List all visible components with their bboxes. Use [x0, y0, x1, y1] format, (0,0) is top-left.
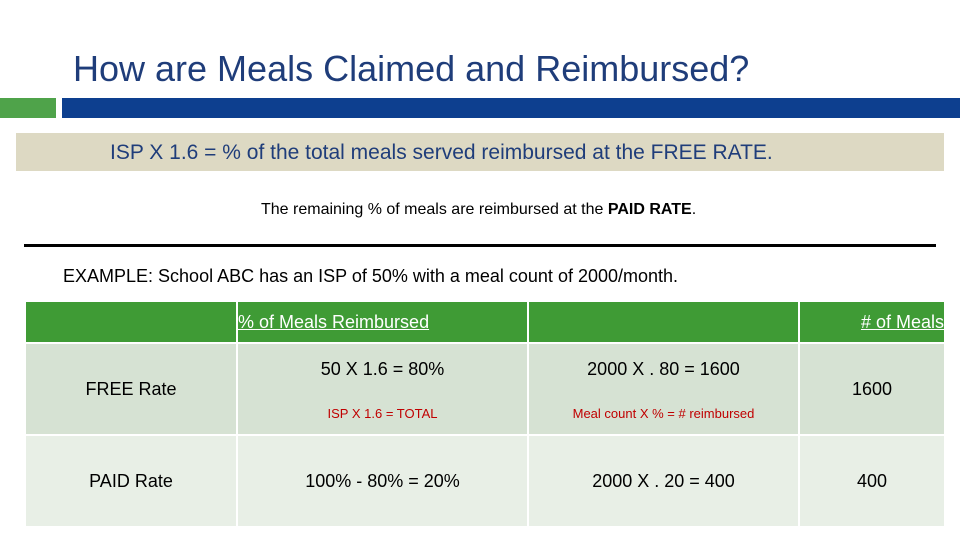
paid-calc-main: 2000 X . 20 = 400	[592, 470, 735, 491]
slide-title: How are Meals Claimed and Reimbursed?	[73, 48, 750, 89]
row-label-paid: PAID Rate	[24, 434, 238, 528]
header-num-meals: # of Meals	[798, 300, 946, 344]
meals-table: % of Meals Reimbursed # of Meals FREE Ra…	[24, 300, 946, 528]
free-meals-cell: 1600	[798, 342, 946, 436]
free-rate-label: FREE Rate	[85, 378, 177, 399]
paid-pct-cell: 100% - 80% = 20%	[236, 434, 529, 528]
paid-meals-value: 400	[856, 470, 888, 491]
accent-bar-green	[0, 98, 56, 118]
table-row-paid: PAID Rate 100% - 80% = 20% 2000 X . 20 =…	[24, 434, 946, 528]
example-text: EXAMPLE: School ABC has an ISP of 50% wi…	[63, 266, 679, 286]
header-pct-reimbursed: % of Meals Reimbursed	[236, 300, 529, 344]
paid-rate-label: PAID Rate	[89, 470, 173, 491]
free-calc-cell: 2000 X . 80 = 1600 Meal count X % = # re…	[527, 342, 800, 436]
free-pct-sub: ISP X 1.6 = TOTAL	[327, 406, 438, 421]
remaining-bold: PAID RATE	[607, 201, 692, 218]
free-meals-value: 1600	[851, 378, 893, 399]
remaining-suffix: .	[691, 201, 697, 218]
row-label-free: FREE Rate	[24, 342, 238, 436]
free-pct-cell: 50 X 1.6 = 80% ISP X 1.6 = TOTAL	[236, 342, 529, 436]
divider-line	[24, 244, 936, 247]
formula-banner	[16, 133, 944, 171]
free-calc-main: 2000 X . 80 = 1600	[587, 359, 740, 379]
accent-bar-blue	[62, 98, 960, 118]
remaining-prefix: The remaining % of meals are reimbursed …	[261, 201, 608, 218]
header-calc-blank	[527, 300, 800, 344]
paid-meals-cell: 400	[798, 434, 946, 528]
header-blank	[24, 300, 238, 344]
paid-calc-cell: 2000 X . 20 = 400	[527, 434, 800, 528]
remaining-note: The remaining % of meals are reimbursed …	[261, 201, 696, 219]
table-row-free: FREE Rate 50 X 1.6 = 80% ISP X 1.6 = TOT…	[24, 342, 946, 436]
paid-pct-main: 100% - 80% = 20%	[305, 470, 460, 491]
free-pct-main: 50 X 1.6 = 80%	[320, 359, 445, 379]
free-calc-sub: Meal count X % = # reimbursed	[572, 406, 755, 421]
formula-text: ISP X 1.6 = % of the total meals served …	[110, 141, 773, 164]
table-header-row: % of Meals Reimbursed # of Meals	[24, 300, 946, 344]
